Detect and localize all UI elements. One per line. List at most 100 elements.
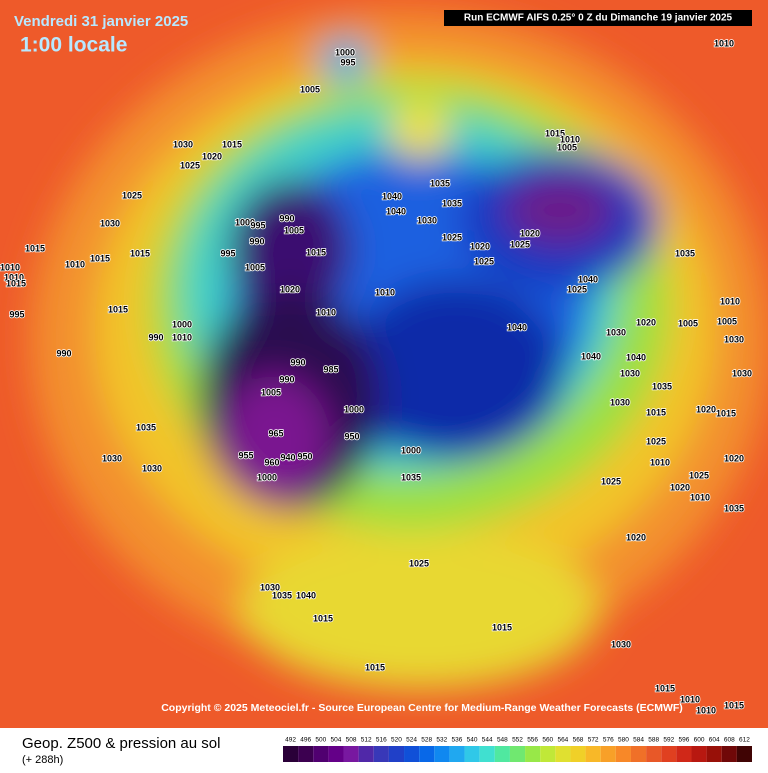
pressure-label: 1030 <box>102 453 122 463</box>
pressure-label: 1015 <box>6 278 26 288</box>
scale-swatch <box>479 746 495 762</box>
pressure-label: 1015 <box>545 128 565 138</box>
scale-swatch <box>736 746 752 762</box>
pressure-label: 1005 <box>245 262 265 272</box>
pressure-label: 1000 <box>401 445 421 455</box>
pressure-label: 995 <box>220 248 235 258</box>
scale-label: 540 <box>467 737 478 744</box>
scale-label: 564 <box>557 737 568 744</box>
pressure-label: 1040 <box>626 352 646 362</box>
pressure-label: 1040 <box>507 322 527 332</box>
pressure-label: 955 <box>238 450 253 460</box>
pressure-label: 1030 <box>610 397 630 407</box>
scale-label: 556 <box>527 737 538 744</box>
scale-label: 552 <box>512 737 523 744</box>
pressure-label: 985 <box>323 364 338 374</box>
pressure-label: 1010 <box>720 296 740 306</box>
scale-swatch <box>298 746 314 762</box>
pressure-label: 1005 <box>678 318 698 328</box>
scale-swatch <box>555 746 571 762</box>
scale-swatch <box>630 746 647 762</box>
pressure-label: 940 <box>280 452 295 462</box>
pressure-label: 1025 <box>409 558 429 568</box>
scale-swatch <box>404 746 420 762</box>
pressure-label: 950 <box>297 451 312 461</box>
geopotential-field <box>30 10 768 690</box>
pressure-label: 1025 <box>646 436 666 446</box>
scale-label: 600 <box>694 737 705 744</box>
scale-swatch <box>358 746 374 762</box>
pressure-label: 1010 <box>696 705 716 715</box>
scale-swatch <box>464 746 480 762</box>
pressure-label: 1025 <box>442 232 462 242</box>
pressure-label: 1005 <box>557 142 577 152</box>
pressure-label: 1010 <box>375 287 395 297</box>
pressure-label: 990 <box>290 357 305 367</box>
pressure-label: 1020 <box>636 317 656 327</box>
pressure-label: 995 <box>250 220 265 230</box>
title: Vendredi 31 janvier 2025 <box>14 13 188 30</box>
scale-swatch <box>525 746 541 762</box>
color-scale: 492 496 500 504 508 512 516 520 524 528 532 536 540 5… <box>283 737 752 762</box>
scale-swatch <box>343 746 359 762</box>
footer-lead: (+ 288h) <box>22 754 63 766</box>
pressure-label: 1030 <box>611 639 631 649</box>
scale-label: 496 <box>300 737 311 744</box>
run-info: Run ECMWF AIFS 0.25° 0 Z du Dimanche 19 … <box>464 13 733 24</box>
scale-swatch <box>676 746 692 762</box>
pressure-label: 1010 <box>0 262 20 272</box>
scale-label: 536 <box>452 737 463 744</box>
scale-swatch <box>706 746 722 762</box>
pressure-label: 990 <box>148 332 163 342</box>
pressure-label: 1035 <box>430 178 450 188</box>
pressure-label: 1025 <box>601 476 621 486</box>
scale-swatch <box>434 746 450 762</box>
scale-swatch <box>494 746 510 762</box>
pressure-label: 1010 <box>650 457 670 467</box>
run-box <box>444 10 752 26</box>
pressure-label: 1025 <box>510 239 530 249</box>
pressure-label: 1020 <box>520 228 540 238</box>
scale-swatch <box>600 746 616 762</box>
scale-label: 560 <box>542 737 553 744</box>
scale-label: 596 <box>678 737 689 744</box>
pressure-label: 1015 <box>130 248 150 258</box>
pressure-label: 1005 <box>261 387 281 397</box>
scale-swatch <box>283 746 299 762</box>
pressure-label: 1000 <box>344 404 364 414</box>
pressure-label: 1040 <box>296 590 316 600</box>
scale-swatch <box>661 746 677 762</box>
subtitle: 1:00 locale <box>20 34 127 57</box>
scale-swatch <box>419 746 435 762</box>
pressure-label: 990 <box>249 236 264 246</box>
scale-swatch <box>585 746 601 762</box>
pressure-label: 1015 <box>365 662 385 672</box>
pressure-label: 1025 <box>180 160 200 170</box>
scale-label: 528 <box>421 737 432 744</box>
pressure-label: 1015 <box>306 247 326 257</box>
pressure-label: 1020 <box>670 482 690 492</box>
pressure-label: 1030 <box>100 218 120 228</box>
pressure-label: 1035 <box>401 472 421 482</box>
scale-swatch <box>691 746 707 762</box>
pressure-label: 1025 <box>122 190 142 200</box>
scale-swatch <box>388 746 405 762</box>
pressure-label: 1030 <box>732 368 752 378</box>
scale-label: 532 <box>436 737 447 744</box>
pressure-label: 1015 <box>108 304 128 314</box>
pressure-label: 1025 <box>474 256 494 266</box>
scale-swatch <box>615 746 631 762</box>
pressure-label: 1020 <box>696 404 716 414</box>
pressure-label: 990 <box>279 374 294 384</box>
pressure-label: 1005 <box>717 316 737 326</box>
pressure-label: 1035 <box>652 381 672 391</box>
footer-label: Geop. Z500 & pression au sol <box>22 735 220 752</box>
pressure-label: 1015 <box>716 408 736 418</box>
pressure-label: 1025 <box>567 284 587 294</box>
pressure-label: 1030 <box>417 215 437 225</box>
scale-label: 568 <box>573 737 584 744</box>
pressure-label: 1030 <box>173 139 193 149</box>
